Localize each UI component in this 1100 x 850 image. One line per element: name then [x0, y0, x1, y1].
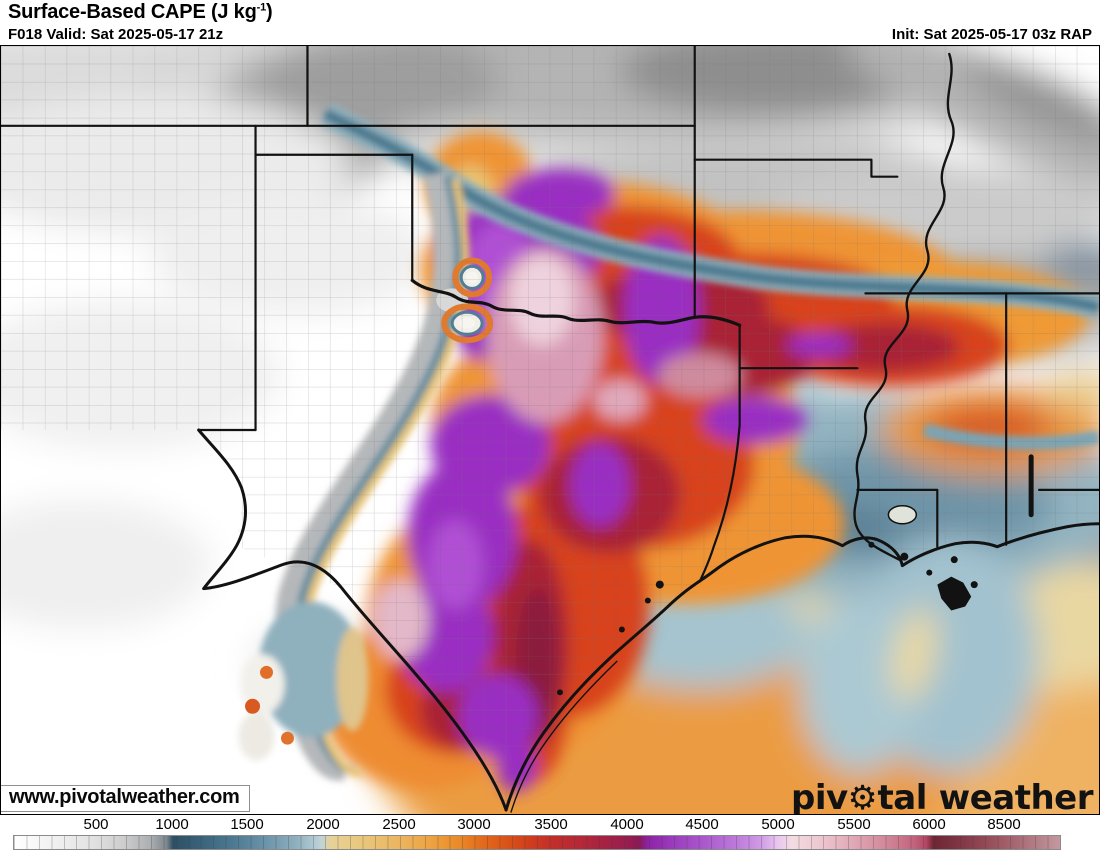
state-borders: [1, 46, 1099, 583]
scale-tick-label: 500: [83, 816, 109, 833]
init-time-label: Init: Sat 2025-05-17 03z RAP: [891, 26, 1092, 43]
pivotal-weather-logo: piv⚙tal weather: [791, 778, 1094, 815]
map-frame: www.pivotalweather.com piv⚙tal weather: [0, 45, 1100, 815]
scale-tick-label: 5000: [761, 816, 795, 833]
title-superscript: -1: [256, 1, 267, 14]
scale-tick-label: 4500: [685, 816, 719, 833]
color-scale-cell-lines: [14, 836, 1060, 849]
logo-text-piv: piv: [791, 778, 848, 815]
scale-tick-label: 1500: [230, 816, 264, 833]
scale-tick-label: 6000: [912, 816, 946, 833]
scale-tick-label: 4000: [610, 816, 644, 833]
scale-tick-label: 3000: [457, 816, 491, 833]
logo-text-weather: weather: [938, 778, 1094, 815]
watermark-url: www.pivotalweather.com: [1, 785, 250, 812]
meta-row: F018 Valid: Sat 2025-05-17 21z Init: Sat…: [8, 26, 1092, 43]
header: Surface-Based CAPE (J kg-1) F018 Valid: …: [0, 0, 1100, 45]
page-title: Surface-Based CAPE (J kg-1): [8, 1, 273, 23]
scale-tick-label: 2500: [382, 816, 416, 833]
color-scale: 500 1000 1500 2000 2500 3000 3500 4000 4500 5000 5…: [0, 815, 1100, 850]
cape-map-svg: [1, 46, 1099, 814]
scale-tick-label: 8500: [987, 816, 1021, 833]
scale-tick-label: 3500: [534, 816, 568, 833]
color-scale-labels: 500 1000 1500 2000 2500 3000 3500 4000 4500 5000 5…: [0, 816, 1100, 833]
coastal-marsh-dots: [556, 541, 978, 696]
color-scale-bar: [13, 835, 1061, 850]
color-scale-gradient: [14, 836, 1060, 849]
mississippi-river: [853, 52, 955, 561]
valid-time-label: F018 Valid: Sat 2025-05-17 21z: [8, 26, 224, 43]
gear-icon: ⚙: [847, 778, 878, 815]
red-river: [410, 278, 742, 327]
logo-text-tal: tal: [877, 778, 928, 815]
scale-tick-label: 5500: [837, 816, 871, 833]
rivers-and-coastline: [197, 52, 1099, 813]
scale-tick-label: 2000: [306, 816, 340, 833]
lake-pontchartrain: [887, 505, 918, 525]
scale-tick-label: 1000: [155, 816, 189, 833]
gulf-coastline: [504, 522, 1099, 812]
rio-grande: [197, 428, 508, 812]
